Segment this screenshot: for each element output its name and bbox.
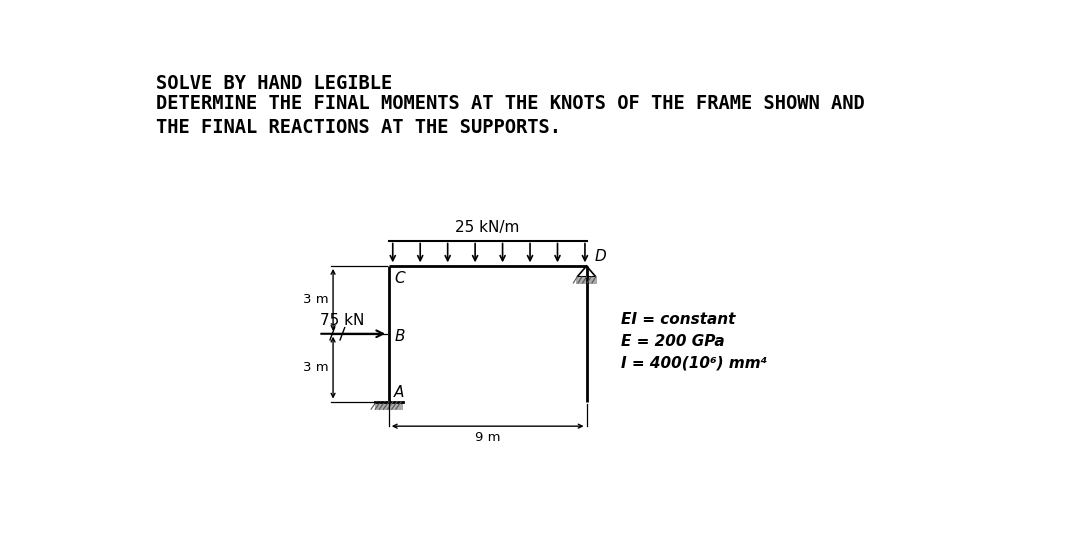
Text: 3 m: 3 m: [302, 361, 328, 374]
Text: D: D: [594, 249, 606, 264]
Text: C: C: [394, 270, 405, 286]
Text: EI = constant: EI = constant: [621, 312, 736, 327]
Text: 3 m: 3 m: [302, 293, 328, 306]
Text: 75 kN: 75 kN: [320, 313, 364, 328]
Text: 9 m: 9 m: [475, 431, 501, 444]
Text: B: B: [394, 330, 405, 344]
Text: A: A: [394, 385, 405, 400]
Text: SOLVE BY HAND LEGIBLE: SOLVE BY HAND LEGIBLE: [157, 74, 393, 93]
Text: DETERMINE THE FINAL MOMENTS AT THE KNOTS OF THE FRAME SHOWN AND: DETERMINE THE FINAL MOMENTS AT THE KNOTS…: [157, 94, 865, 113]
Text: E = 200 GPa: E = 200 GPa: [621, 334, 725, 349]
FancyBboxPatch shape: [576, 277, 597, 283]
Text: I = 400(10⁶) mm⁴: I = 400(10⁶) mm⁴: [621, 356, 768, 371]
Text: THE FINAL REACTIONS AT THE SUPPORTS.: THE FINAL REACTIONS AT THE SUPPORTS.: [157, 118, 561, 137]
Text: 25 kN/m: 25 kN/m: [456, 220, 520, 235]
FancyBboxPatch shape: [375, 402, 403, 410]
